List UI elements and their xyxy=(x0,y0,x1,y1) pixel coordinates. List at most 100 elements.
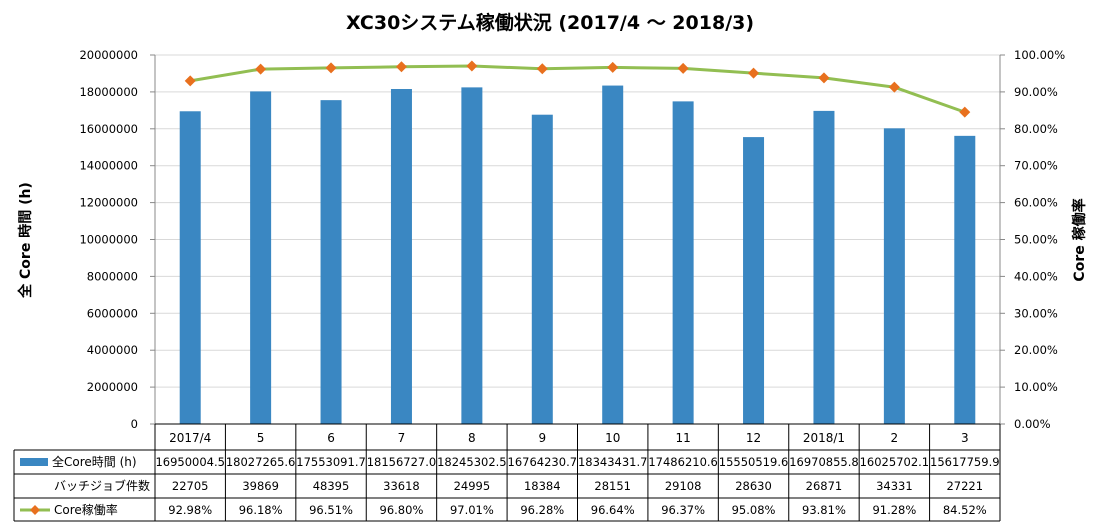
data-label: 96.51% xyxy=(309,503,353,517)
data-label: 48395 xyxy=(313,479,350,493)
x-tick-label: 2018/1 xyxy=(803,431,845,445)
data-label: 28630 xyxy=(735,479,772,493)
y2-tick-label: 20.00% xyxy=(1014,343,1058,357)
y2-tick-label: 50.00% xyxy=(1014,233,1058,247)
x-tick-label: 3 xyxy=(961,431,969,445)
data-label: 16950004.5 xyxy=(155,455,225,469)
data-label: 18156727.0 xyxy=(367,455,437,469)
bar-series xyxy=(179,85,976,425)
legend-label: バッチジョブ件数 xyxy=(54,478,150,493)
rate-point xyxy=(677,62,689,74)
x-tick-label: 8 xyxy=(468,431,476,445)
data-label: 29108 xyxy=(665,479,702,493)
data-label: 16025702.1 xyxy=(860,455,930,469)
data-label: 18245302.5 xyxy=(437,455,507,469)
data-label: 96.18% xyxy=(239,503,283,517)
data-label: 93.81% xyxy=(802,503,846,517)
data-label: 27221 xyxy=(946,479,983,493)
y2-tick-label: 10.00% xyxy=(1014,380,1058,394)
y2-tick-label: 0.00% xyxy=(1014,417,1051,431)
x-tick-label: 2017/4 xyxy=(169,431,211,445)
x-tick-label: 10 xyxy=(605,431,620,445)
line-series xyxy=(184,60,971,118)
y-tick-label: 18000000 xyxy=(79,85,138,99)
bar xyxy=(461,87,483,424)
rate-point xyxy=(325,62,337,74)
data-label: 18343431.7 xyxy=(578,455,648,469)
data-label: 15617759.9 xyxy=(930,455,1000,469)
data-label: 34331 xyxy=(876,479,913,493)
data-label: 24995 xyxy=(454,479,491,493)
bar xyxy=(390,89,412,424)
y2-tick-label: 100.00% xyxy=(1014,48,1065,62)
y2-axis-label: Core 稼働率 xyxy=(1071,198,1088,281)
x-tick-label: 9 xyxy=(538,431,546,445)
y2-tick-label: 90.00% xyxy=(1014,85,1058,99)
x-tick-label: 7 xyxy=(398,431,406,445)
legend-key-bar xyxy=(20,458,48,466)
bar xyxy=(531,114,553,424)
data-label: 22705 xyxy=(172,479,209,493)
data-label: 39869 xyxy=(242,479,279,493)
tick-labels: 0 2000000 4000000 6000000 8000000 10000000 120… xyxy=(79,48,1065,431)
y2-tick-label: 70.00% xyxy=(1014,159,1058,173)
data-label: 18384 xyxy=(524,479,561,493)
rate-point xyxy=(888,81,900,93)
x-tick-label: 11 xyxy=(675,431,690,445)
rate-point xyxy=(255,63,267,75)
x-tick-label: 12 xyxy=(746,431,761,445)
rate-point xyxy=(748,67,760,79)
rate-point xyxy=(184,75,196,87)
bar xyxy=(743,137,765,425)
data-label: 17486210.6 xyxy=(648,455,718,469)
chart-title: XC30システム稼働状況 (2017/4 ～ 2018/3) xyxy=(346,11,754,34)
rate-line xyxy=(189,64,966,114)
rate-point xyxy=(959,106,971,118)
bar xyxy=(813,110,835,425)
bar xyxy=(883,128,905,424)
y-tick-label: 14000000 xyxy=(79,159,138,173)
rate-point xyxy=(395,61,407,73)
y-tick-label: 0 xyxy=(131,417,138,431)
y-tick-label: 4000000 xyxy=(87,343,138,357)
legend-label: 全Core時間 (h) xyxy=(52,454,137,469)
x-tick-label: 2 xyxy=(891,431,899,445)
bar xyxy=(250,91,272,425)
gridlines xyxy=(155,54,1000,388)
y2-tick-label: 30.00% xyxy=(1014,306,1058,320)
data-label: 92.98% xyxy=(168,503,212,517)
data-label: 15550519.6 xyxy=(719,455,789,469)
y-tick-label: 6000000 xyxy=(87,306,138,320)
data-label: 16970855.8 xyxy=(789,455,859,469)
y2-tick-label: 80.00% xyxy=(1014,122,1058,136)
data-label: 26871 xyxy=(806,479,843,493)
data-label: 96.64% xyxy=(591,503,635,517)
x-tick-label: 6 xyxy=(327,431,335,445)
bar xyxy=(179,111,201,425)
rate-point xyxy=(466,60,478,72)
bar xyxy=(602,85,624,424)
y-tick-label: 8000000 xyxy=(87,269,138,283)
y2-tick-label: 40.00% xyxy=(1014,269,1058,283)
data-label: 28151 xyxy=(594,479,631,493)
data-label: 96.28% xyxy=(520,503,564,517)
rate-point xyxy=(818,72,830,84)
data-label: 95.08% xyxy=(732,503,776,517)
y-tick-label: 20000000 xyxy=(79,48,138,62)
bar xyxy=(954,135,976,424)
axes xyxy=(150,54,1005,425)
data-label: 16764230.7 xyxy=(508,455,578,469)
y-tick-label: 12000000 xyxy=(79,196,138,210)
rate-point xyxy=(536,63,548,75)
y-axis-label: 全 Core 時間 (h) xyxy=(17,182,34,299)
legend-key-marker xyxy=(30,505,40,515)
data-label: 91.28% xyxy=(872,503,916,517)
y-tick-label: 16000000 xyxy=(79,122,138,136)
bar xyxy=(320,100,342,425)
x-tick-label: 5 xyxy=(257,431,265,445)
data-label: 17553091.7 xyxy=(296,455,366,469)
y-tick-label: 10000000 xyxy=(79,233,138,247)
y2-tick-label: 60.00% xyxy=(1014,196,1058,210)
y-tick-label: 2000000 xyxy=(87,380,138,394)
